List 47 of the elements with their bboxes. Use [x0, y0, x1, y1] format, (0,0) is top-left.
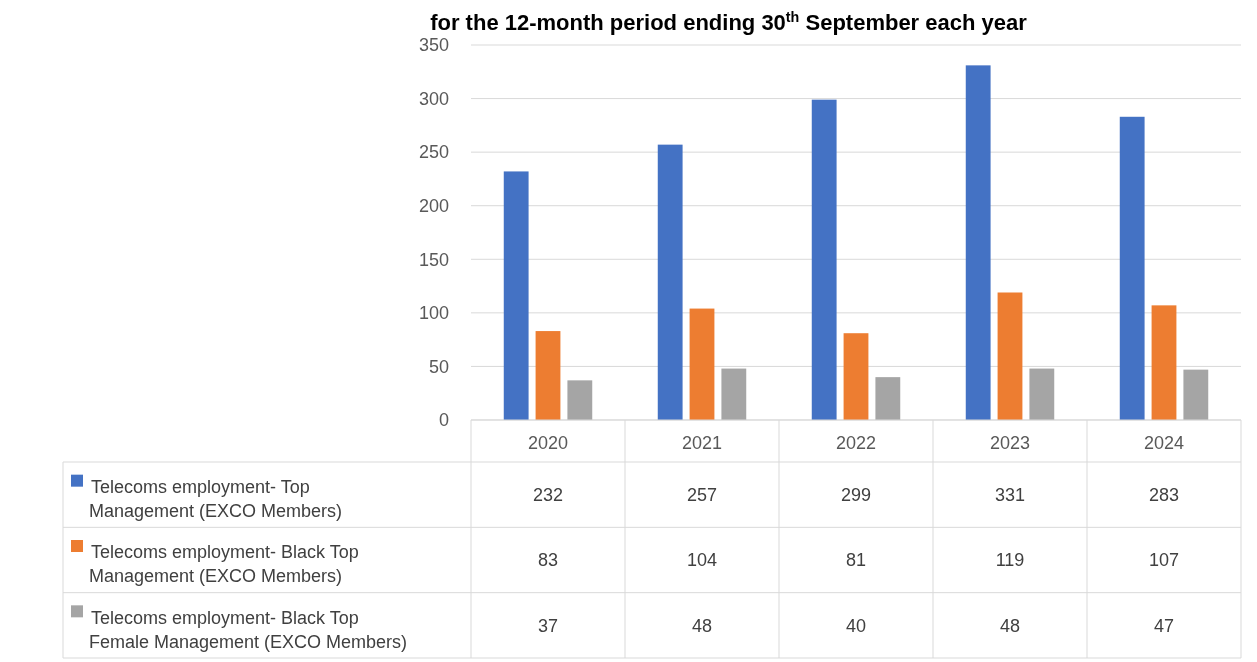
- data-label: 107: [1148, 550, 1180, 571]
- bar: [567, 380, 593, 420]
- x-tick-label: 2021: [681, 433, 723, 454]
- y-tick-label: 350: [418, 35, 449, 56]
- bar: [657, 144, 683, 420]
- data-label: 257: [686, 484, 718, 505]
- data-label: 48: [999, 615, 1021, 636]
- bar: [965, 65, 991, 420]
- data-label: 83: [537, 550, 559, 571]
- chart-title: for the 12-month period ending 30$^{th}$ September each year: [430, 9, 1028, 35]
- bar: [1029, 368, 1055, 420]
- bar: [1119, 116, 1145, 420]
- x-tick-label: 2023: [989, 433, 1031, 454]
- data-label: 299: [840, 484, 872, 505]
- bar: [721, 368, 747, 420]
- data-label: 232: [532, 484, 564, 505]
- y-tick-label: 200: [418, 196, 449, 217]
- data-label: 104: [686, 550, 718, 571]
- data-label: 283: [1148, 484, 1180, 505]
- y-tick-label: 300: [418, 88, 449, 109]
- data-label: 37: [537, 615, 559, 636]
- y-tick-label: 50: [428, 356, 449, 377]
- x-tick-label: 2024: [1143, 433, 1185, 454]
- data-label: 81: [845, 550, 867, 571]
- y-tick-label: 250: [418, 142, 449, 163]
- data-label: 40: [845, 615, 867, 636]
- bar: [1151, 305, 1177, 420]
- legend-label: Telecoms employment- Top Management (EXCO Members): [89, 476, 343, 521]
- data-label: 48: [691, 615, 713, 636]
- y-tick-label: 100: [418, 303, 449, 324]
- bar: [811, 99, 837, 420]
- data-label: 119: [995, 550, 1025, 571]
- legend-label: Telecoms employment- Black Top Female Management (EXCO Members): [89, 607, 408, 652]
- bar: [689, 308, 715, 420]
- data-label: 331: [994, 484, 1026, 505]
- bar: [1183, 369, 1209, 420]
- bar: [535, 331, 561, 420]
- y-tick-label: 150: [418, 249, 449, 270]
- bar: [503, 171, 529, 420]
- x-tick-label: 2022: [835, 433, 877, 454]
- x-tick-label: 2020: [527, 433, 569, 454]
- y-tick-label: 0: [438, 410, 449, 431]
- bar: [875, 377, 901, 420]
- data-label: 47: [1153, 615, 1175, 636]
- bar: [843, 333, 869, 420]
- bar: [997, 292, 1023, 420]
- legend-label: Telecoms employment- Black Top Management (EXCO Members): [89, 542, 359, 587]
